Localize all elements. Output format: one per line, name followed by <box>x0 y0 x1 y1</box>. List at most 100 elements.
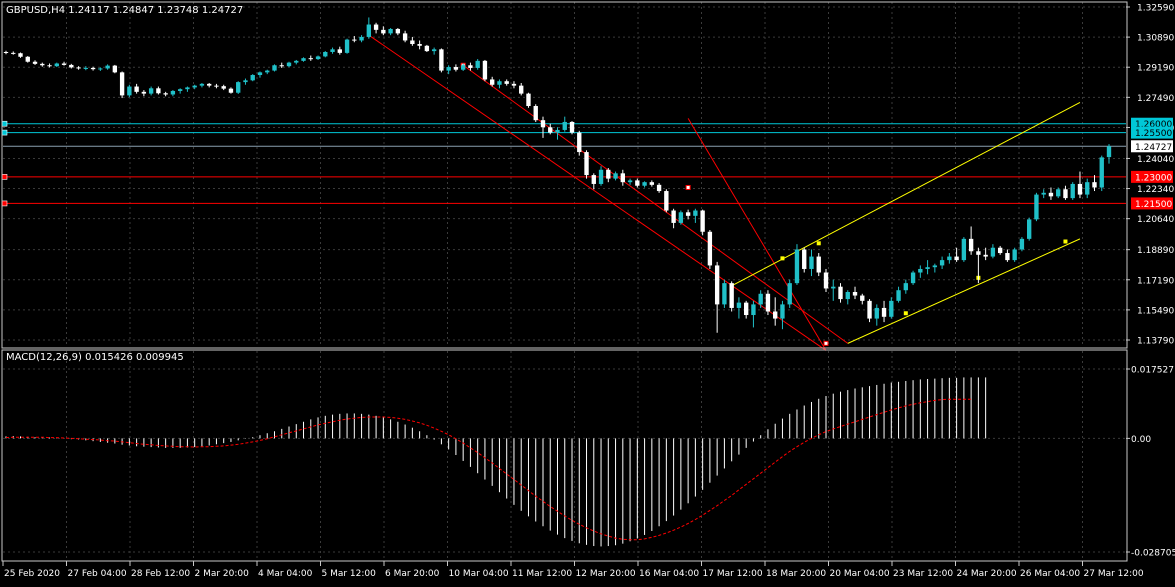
candle-bear <box>112 65 118 73</box>
channel-anchor[interactable] <box>685 184 691 190</box>
candle-bear <box>1063 189 1068 199</box>
candle-bull <box>475 60 480 68</box>
channel-anchor[interactable] <box>780 256 785 261</box>
candle-bear <box>664 191 669 211</box>
candle-bull <box>903 283 908 291</box>
channel-anchor[interactable] <box>903 311 908 316</box>
candle-bear <box>1092 182 1097 188</box>
candle-bull <box>809 256 814 269</box>
candle-bear <box>968 238 974 252</box>
candle-bear <box>504 81 509 84</box>
candle-bear <box>373 24 379 30</box>
candle-bear <box>76 67 81 69</box>
channel-anchor[interactable] <box>823 340 829 346</box>
candle-bear <box>649 182 655 185</box>
candle-bull <box>286 62 292 67</box>
candle-bull <box>1019 238 1025 250</box>
up-channel-lower[interactable] <box>847 238 1081 344</box>
down-channel-mid[interactable] <box>687 118 827 351</box>
candle-bear <box>635 180 640 186</box>
time-tick-label: 4 Mar 04:00 <box>258 569 313 579</box>
level-handle[interactable] <box>1 129 8 136</box>
current-price-tag <box>1131 140 1173 153</box>
trend-channels[interactable] <box>368 34 1081 351</box>
price-tick-label: 1.13790 <box>1137 337 1174 347</box>
candle-bear <box>976 251 981 255</box>
candle-bull <box>780 304 785 319</box>
candle-bull <box>918 268 923 273</box>
candle-bear <box>983 254 988 257</box>
candle-bull <box>642 182 647 186</box>
candle-bear <box>439 49 444 71</box>
level-price-label: 1.26000 <box>1135 120 1172 130</box>
candle-bull <box>323 51 328 57</box>
level-handle[interactable] <box>1 174 8 180</box>
level-handle[interactable] <box>1 200 8 207</box>
candle-bull <box>127 86 132 96</box>
candle-bull <box>460 65 466 70</box>
candle-bull <box>889 300 894 317</box>
candle-bear <box>591 175 596 184</box>
candle-bear <box>69 64 74 68</box>
candle-bear <box>453 67 459 70</box>
level-price-label: 1.23000 <box>1135 173 1172 183</box>
candle-bull <box>794 249 800 284</box>
candle-bull <box>1012 249 1017 261</box>
candle-bull <box>1034 194 1039 220</box>
price-tick-label: 1.30890 <box>1137 34 1174 44</box>
candle-bull <box>1085 182 1090 195</box>
candle-bear <box>308 58 313 60</box>
candle-bear <box>511 83 517 86</box>
candle-bull <box>932 265 938 268</box>
candle-bear <box>606 169 611 179</box>
macd-header: MACD(12,26,9) 0.015426 0.009945 <box>6 352 184 363</box>
candle-bull <box>170 90 176 95</box>
candle-bull <box>344 39 350 53</box>
candle-bull <box>939 260 945 266</box>
candle-bull <box>736 302 742 308</box>
candle-bear <box>221 86 226 89</box>
candle-bull <box>874 307 879 319</box>
horizontal-levels[interactable] <box>1 120 1126 207</box>
candle-bull <box>990 247 996 257</box>
candle-bear <box>577 132 582 153</box>
candle-bear <box>352 39 357 41</box>
time-tick-label: 28 Feb 12:00 <box>131 569 190 579</box>
candle-bear <box>381 29 386 34</box>
candle-bull <box>148 88 154 94</box>
down-channel-lower[interactable] <box>368 34 827 351</box>
price-tick-label: 1.20640 <box>1137 215 1174 225</box>
candle-bull <box>185 87 190 90</box>
candle-bull <box>555 129 560 133</box>
candle-bull <box>1056 189 1061 197</box>
candle-bear <box>802 249 807 269</box>
price-tick-label: 1.32590 <box>1137 4 1174 14</box>
candle-bear <box>40 63 45 66</box>
time-tick-label: 18 Mar 20:00 <box>766 569 826 579</box>
time-axis: 25 Feb 2020 27 Feb 04:00 28 Feb 12:00 2 Mar… <box>2 561 1144 579</box>
candle-bear <box>729 283 734 308</box>
candle-bull <box>243 80 248 83</box>
macd-histogram <box>5 377 987 547</box>
candle-bull <box>831 286 836 289</box>
up-channel-upper[interactable] <box>731 102 1081 287</box>
channel-anchor[interactable] <box>1063 239 1068 244</box>
candle-bear <box>337 49 342 53</box>
candle-bull <box>446 67 451 71</box>
macd-panel-border <box>1 349 1128 562</box>
candle-bear <box>997 247 1003 254</box>
price-tick-label: 1.17190 <box>1137 276 1174 286</box>
price-tick-label: 1.15490 <box>1137 306 1174 316</box>
channel-anchor[interactable] <box>816 241 821 246</box>
down-channel-upper[interactable] <box>462 64 849 344</box>
candle-bear <box>773 311 778 319</box>
level-handle[interactable] <box>1 120 8 127</box>
candle-bull <box>1070 183 1075 199</box>
candle-bear <box>867 300 872 319</box>
price-tick-label: 1.22340 <box>1137 185 1174 195</box>
candle-bear <box>707 231 713 266</box>
candle-bear <box>32 61 38 64</box>
